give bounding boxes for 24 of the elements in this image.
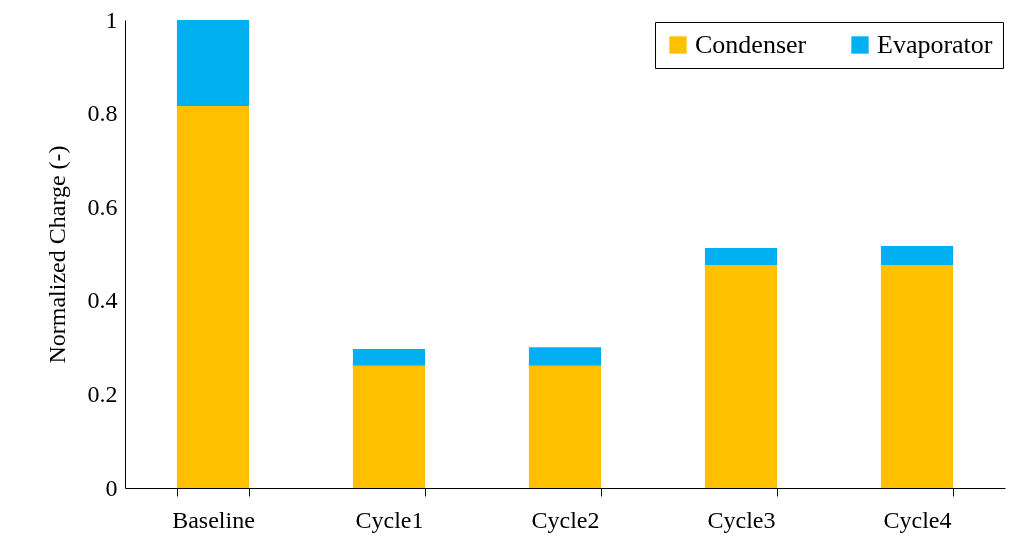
x-tick-label: Cycle2 bbox=[531, 506, 600, 533]
legend-label: Evaporator bbox=[877, 30, 993, 59]
y-tick-label: 0.6 bbox=[87, 193, 118, 220]
bar bbox=[880, 265, 954, 488]
bar bbox=[176, 20, 250, 107]
bar bbox=[352, 349, 426, 366]
x-tick-label: Baseline bbox=[172, 506, 255, 533]
x-tick-label: Cycle4 bbox=[883, 506, 952, 533]
y-tick-label: 0.4 bbox=[87, 287, 118, 314]
x-tick-label: Cycle3 bbox=[707, 506, 776, 533]
y-tick-label: 1 bbox=[105, 6, 118, 33]
bar bbox=[176, 106, 250, 488]
x-tick-label: Cycle1 bbox=[355, 506, 424, 533]
y-tick-label: 0.8 bbox=[87, 100, 118, 127]
bar bbox=[528, 365, 602, 488]
bar bbox=[352, 365, 426, 488]
bar bbox=[704, 247, 778, 266]
bar bbox=[528, 347, 602, 366]
bar bbox=[704, 265, 778, 488]
legend-label: Condenser bbox=[695, 30, 807, 59]
y-tick-label: 0 bbox=[105, 474, 118, 501]
y-axis-title: Normalized Charge (-) bbox=[43, 145, 70, 364]
bar bbox=[880, 246, 954, 266]
y-tick-label: 0.2 bbox=[87, 380, 118, 407]
